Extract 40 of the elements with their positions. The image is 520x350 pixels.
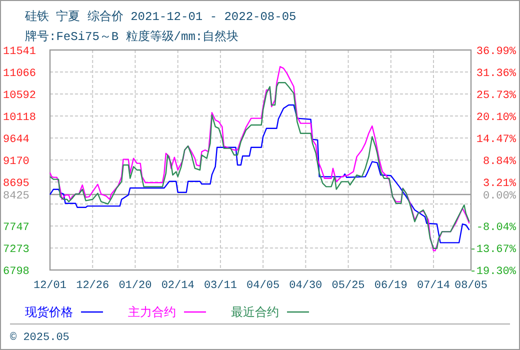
y2-tick-label: 31.36% [476, 68, 516, 80]
y-tick-label: 10118 [3, 112, 36, 124]
x-tick-label: 04/30 [289, 280, 322, 292]
x-tick-label: 01/20 [118, 280, 152, 292]
y-tick-label: 6798 [3, 266, 30, 278]
y-tick-label: 10592 [3, 90, 36, 102]
x-tick-label: 07/14 [416, 280, 450, 292]
y-tick-label: 7747 [3, 222, 30, 234]
chart-subtitle: 牌号:FeSi75～B 粒度等级/mm:自然块 [25, 29, 239, 44]
text: © 2025.05 [10, 332, 70, 344]
y-tick-label: 11541 [3, 46, 36, 58]
y2-tick-label: 20.10% [476, 112, 516, 124]
x-tick-label: 08/05 [454, 280, 488, 292]
y2-tick-label: 25.73% [476, 90, 516, 102]
x-tick-label: 05/25 [332, 280, 365, 292]
line-series [49, 104, 470, 244]
y2-tick-label: 36.99% [476, 46, 516, 58]
y-tick-label: 7273 [3, 244, 30, 256]
x-tick-label: 04/05 [246, 280, 280, 292]
y2-tick-label: 8.84% [482, 156, 516, 168]
y2-tick-label: 0.00% [482, 190, 516, 203]
y-tick-label: 9170 [3, 156, 30, 168]
x-tick-label: 03/11 [204, 280, 238, 292]
legend-label: 最近合约 [231, 306, 279, 320]
y2-tick-label: -13.67% [470, 244, 516, 256]
legend-label: 现货价格 [25, 306, 73, 320]
y2-tick-label: 3.21% [482, 178, 516, 190]
y-tick-label: 9644 [3, 134, 30, 146]
y-tick-label: 8695 [3, 178, 30, 190]
x-tick-label: 12/01 [33, 280, 67, 292]
chart-title: 硅铁 宁夏 综合价 2021-12-01 - 2022-08-05 [24, 9, 296, 24]
x-tick-label: 06/19 [374, 280, 408, 292]
legend-label: 主力合约 [128, 305, 176, 320]
ref-line-label: 8425 [3, 190, 30, 203]
x-tick-label: 02/14 [161, 280, 195, 292]
y2-tick-label: -19.30% [470, 266, 516, 278]
y2-tick-label: -8.04% [476, 222, 516, 234]
y2-tick-label: 14.47% [476, 134, 516, 146]
y-tick-label: 11066 [3, 68, 36, 80]
x-tick-label: 12/26 [76, 280, 110, 292]
